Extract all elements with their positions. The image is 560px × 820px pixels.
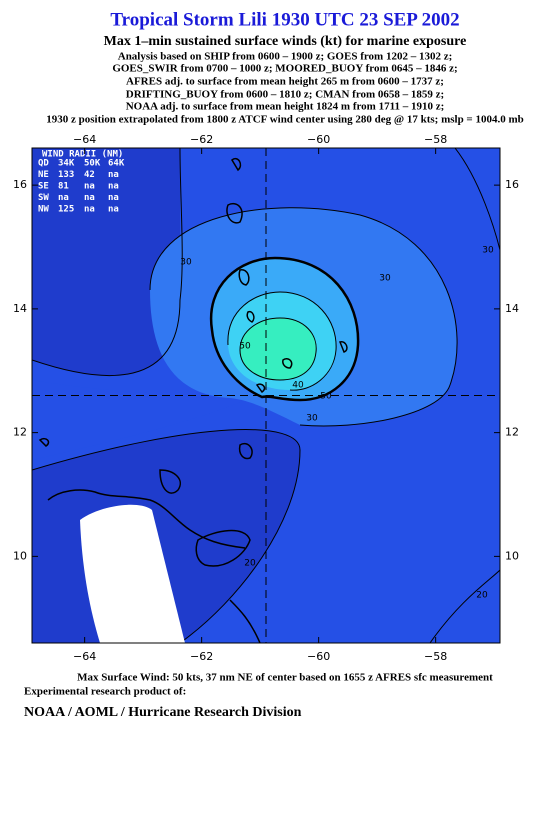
contour-label: 30 xyxy=(306,414,318,424)
note: AFRES adj. to surface from mean height 2… xyxy=(126,76,444,88)
y-tick-label: 10 xyxy=(505,549,519,562)
y-tick-label: 16 xyxy=(13,178,27,191)
title: Tropical Storm Lili 1930 UTC 23 SEP 2002 xyxy=(110,9,459,30)
x-tick-label: −62 xyxy=(190,650,213,663)
contour-label: 30 xyxy=(482,246,494,256)
radii-cell: na xyxy=(58,193,69,203)
organization: NOAA / AOML / Hurricane Research Divisio… xyxy=(24,705,302,720)
radii-cell: na xyxy=(84,193,95,203)
radii-cell: SE xyxy=(38,182,49,192)
radii-cell: 34K xyxy=(58,159,75,169)
radii-cell: na xyxy=(108,205,119,215)
radii-cell: 50K xyxy=(84,159,101,169)
x-tick-label: −58 xyxy=(424,133,447,146)
notes: Analysis based on SHIP from 0600 – 1900 … xyxy=(46,51,524,126)
radii-cell: NW xyxy=(38,205,49,215)
radii-cell: SW xyxy=(38,193,49,203)
radii-cell: 81 xyxy=(58,182,69,192)
y-tick-label: 16 xyxy=(505,178,519,191)
contour-labels: 30 30 50 40 50 20 20 30 30 xyxy=(180,246,494,601)
radii-cell: na xyxy=(108,193,119,203)
max-wind: Max Surface Wind: 50 kts, 37 nm NE of ce… xyxy=(77,672,493,684)
subtitle: Max 1–min sustained surface winds (kt) f… xyxy=(104,34,467,49)
axes: −64 −64 −62 −62 −60 −60 −58 −58 10 10 12 12 14 14 16 16 xyxy=(13,133,519,663)
credit: Experimental research product of: xyxy=(24,686,186,698)
radii-cell: NE xyxy=(38,170,49,180)
radii-cell: 42 xyxy=(84,170,95,180)
note: Analysis based on SHIP from 0600 – 1900 … xyxy=(118,51,453,63)
y-tick-label: 10 xyxy=(13,549,27,562)
radii-cell: 133 xyxy=(58,170,74,180)
y-tick-label: 14 xyxy=(13,302,27,315)
land-mask xyxy=(80,504,185,643)
field-50 xyxy=(240,318,317,380)
x-tick-label: −64 xyxy=(73,133,96,146)
y-tick-label: 12 xyxy=(505,426,519,439)
contour-label: 30 xyxy=(379,274,391,284)
coastlines xyxy=(38,158,348,643)
contour-34kt xyxy=(209,256,360,402)
radii-cell: 125 xyxy=(58,205,74,215)
y-tick-label: 14 xyxy=(505,302,519,315)
y-tick-label: 12 xyxy=(13,426,27,439)
x-tick-label: −60 xyxy=(307,133,330,146)
note: 1930 z position extrapolated from 1800 z… xyxy=(46,114,524,126)
radii-cell: na xyxy=(108,182,119,192)
x-tick-label: −62 xyxy=(190,133,213,146)
note: DRIFTING_BUOY from 0600 – 1810 z; CMAN f… xyxy=(126,89,444,101)
x-tick-label: −64 xyxy=(73,650,96,663)
contour-label: 20 xyxy=(244,559,256,569)
contour-label: 40 xyxy=(292,381,304,391)
radii-cell: na xyxy=(84,205,95,215)
contour-label: 30 xyxy=(180,258,192,268)
x-tick-label: −58 xyxy=(424,650,447,663)
note: NOAA adj. to surface from mean height 18… xyxy=(126,101,445,113)
radii-title: WIND RADII (NM) xyxy=(42,150,123,160)
field-15 xyxy=(32,380,250,460)
radii-cell: 64K xyxy=(108,159,125,169)
contours xyxy=(32,148,500,643)
contour-label: 20 xyxy=(476,591,488,601)
contour-label: 50 xyxy=(320,392,332,402)
radii-cell: na xyxy=(84,182,95,192)
note: GOES_SWIR from 0700 – 1000 z; MOORED_BUO… xyxy=(112,63,457,75)
radii-cell: na xyxy=(108,170,119,180)
contour-label: 50 xyxy=(239,342,251,352)
x-tick-label: −60 xyxy=(307,650,330,663)
radii-cell: QD xyxy=(38,159,49,169)
